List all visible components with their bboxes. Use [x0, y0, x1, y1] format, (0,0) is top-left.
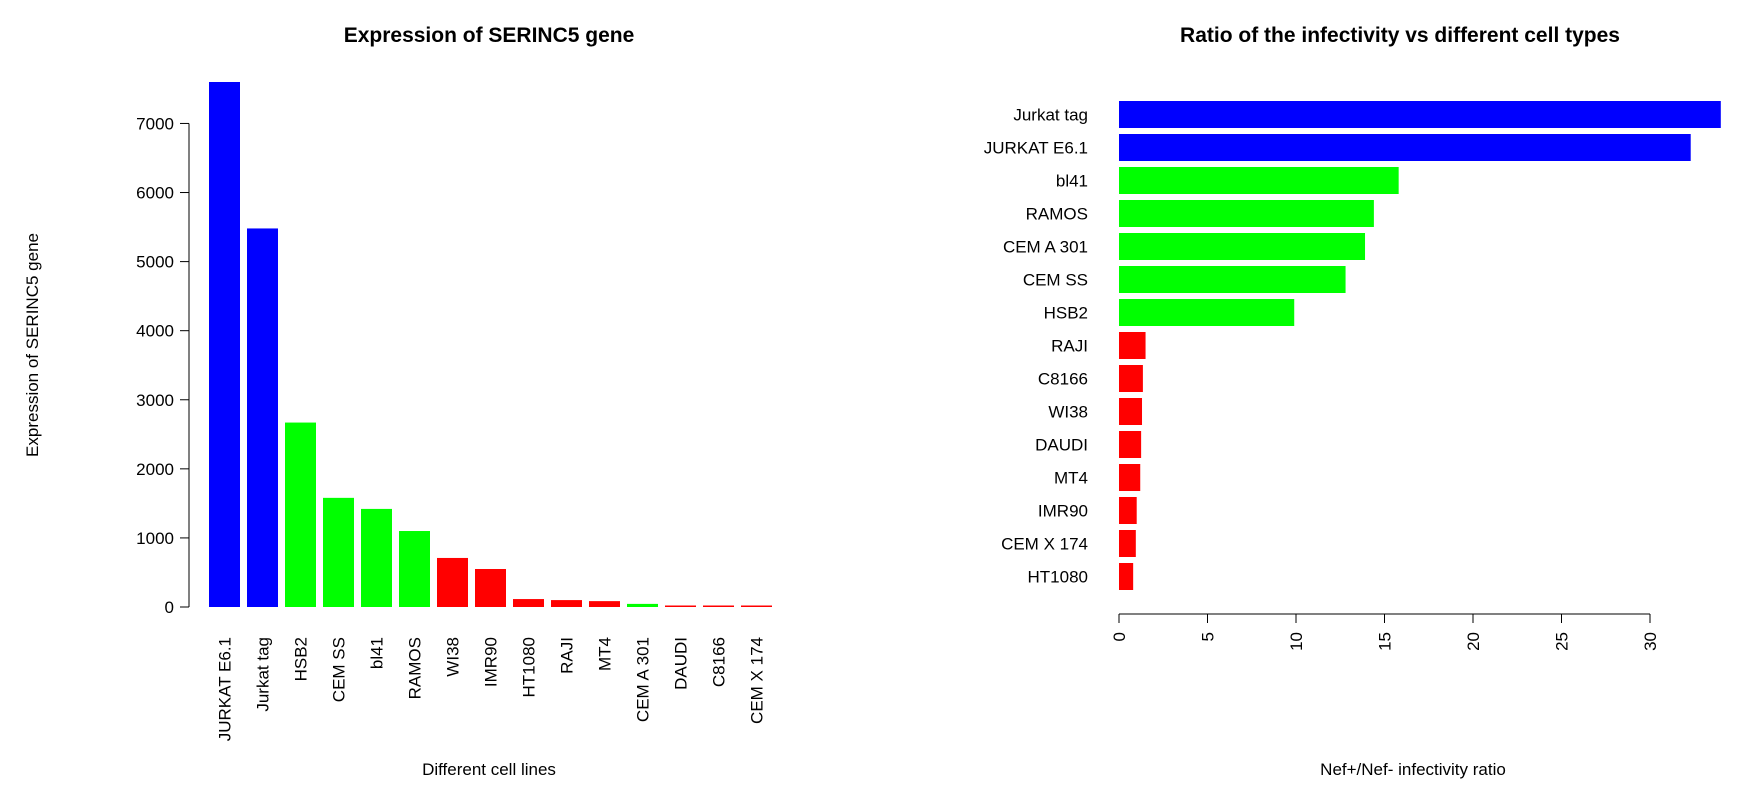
y-tick-label: C8166	[1038, 370, 1088, 389]
y-tick-label: RAMOS	[1026, 205, 1088, 224]
y-tick-label: JURKAT E6.1	[984, 139, 1088, 158]
bar	[1119, 332, 1146, 359]
y-tick-label: RAJI	[1051, 337, 1088, 356]
x-tick-label: CEM SS	[330, 637, 349, 702]
x-tick-label: 20	[1464, 632, 1483, 651]
x-tick-label: bl41	[368, 637, 387, 669]
bars	[1119, 101, 1721, 590]
y-tick-label: Jurkat tag	[1013, 106, 1088, 125]
x-tick-label: JURKAT E6.1	[216, 637, 235, 741]
bar	[551, 600, 582, 607]
chart-title: Expression of SERINC5 gene	[344, 24, 635, 47]
infectivity-ratio-bar-chart: Ratio of the infectivity vs different ce…	[984, 24, 1721, 779]
x-tick-label: 25	[1553, 632, 1572, 651]
expression-bar-chart: Expression of SERINC5 gene Different cel…	[23, 24, 772, 779]
x-tick-label: RAJI	[558, 637, 577, 674]
bar	[513, 599, 544, 607]
bar	[1119, 497, 1137, 524]
x-tick-label: 30	[1641, 632, 1660, 651]
y-tick-label: HT1080	[1028, 568, 1088, 587]
y-tick-label: 3000	[136, 391, 174, 410]
y-tick-label: 0	[165, 598, 174, 617]
x-tick-label: WI38	[444, 637, 463, 677]
bar	[665, 605, 696, 607]
bar	[323, 497, 354, 607]
x-tick-label: RAMOS	[406, 637, 425, 699]
x-tick-label: HSB2	[292, 637, 311, 681]
y-tick-labels: Jurkat tag JURKAT E6.1 bl41 RAMOS CEM A 301 C…	[984, 106, 1088, 587]
x-tick-label: C8166	[710, 637, 729, 687]
y-tick-label: 2000	[136, 460, 174, 479]
bar	[1119, 167, 1399, 194]
y-tick-label: 7000	[136, 114, 174, 133]
bar	[399, 531, 430, 607]
x-tick-label: 10	[1287, 632, 1306, 651]
bar	[209, 82, 240, 607]
y-tick-label: 4000	[136, 322, 174, 341]
bar	[741, 605, 772, 607]
x-tick-label: 0	[1110, 632, 1129, 641]
bar	[1119, 398, 1143, 425]
bar	[1119, 464, 1141, 491]
y-tick-label: 6000	[136, 184, 174, 203]
x-tick-labels: JURKAT E6.1 Jurkat tag HSB2 CEM SS bl41 RAMOS…	[216, 637, 767, 741]
x-tick-label: Jurkat tag	[254, 637, 273, 712]
chart-title: Ratio of the infectivity vs different ce…	[1180, 24, 1620, 47]
x-axis-label: Nef+/Nef- infectivity ratio	[1320, 760, 1506, 779]
bar	[1119, 101, 1721, 128]
bar	[1119, 530, 1136, 557]
y-tick-label: 5000	[136, 253, 174, 272]
x-tick-label: CEM X 174	[748, 637, 767, 724]
y-tick-label: DAUDI	[1035, 436, 1088, 455]
y-tick-label: CEM X 174	[1001, 535, 1088, 554]
bars	[209, 82, 772, 607]
bar	[1119, 200, 1374, 227]
bar	[1119, 431, 1142, 458]
x-axis: 0 5 10 15 20 25 30	[1110, 613, 1660, 651]
bar	[1119, 266, 1346, 293]
bar	[1119, 365, 1143, 392]
x-tick-label: IMR90	[482, 637, 501, 687]
x-tick-label: MT4	[596, 637, 615, 671]
x-tick-label: CEM A 301	[634, 637, 653, 722]
bar	[1119, 233, 1366, 260]
y-tick-label: IMR90	[1038, 502, 1088, 521]
bar	[285, 422, 316, 607]
bar	[475, 569, 506, 607]
bar	[589, 601, 620, 607]
bar	[703, 605, 734, 607]
y-tick-label: bl41	[1056, 172, 1088, 191]
y-axis-label: Expression of SERINC5 gene	[23, 233, 42, 457]
bar	[627, 603, 658, 607]
bar	[361, 508, 392, 607]
y-tick-label: CEM SS	[1023, 271, 1088, 290]
x-tick-label: DAUDI	[672, 637, 691, 690]
bar	[1119, 134, 1691, 161]
bar	[1119, 563, 1134, 590]
x-tick-label: 5	[1199, 632, 1218, 641]
bar	[1119, 299, 1295, 326]
y-tick-label: CEM A 301	[1003, 238, 1088, 257]
bar	[437, 557, 468, 607]
y-axis: 0 1000 2000 3000 4000 5000 6000 7000	[136, 114, 190, 617]
y-tick-label: 1000	[136, 529, 174, 548]
x-tick-label: HT1080	[520, 637, 539, 697]
y-tick-label: HSB2	[1044, 304, 1088, 323]
x-tick-label: 15	[1376, 632, 1395, 651]
x-axis-label: Different cell lines	[422, 760, 556, 779]
y-tick-label: WI38	[1048, 403, 1088, 422]
y-tick-label: MT4	[1054, 469, 1088, 488]
bar	[247, 228, 278, 607]
